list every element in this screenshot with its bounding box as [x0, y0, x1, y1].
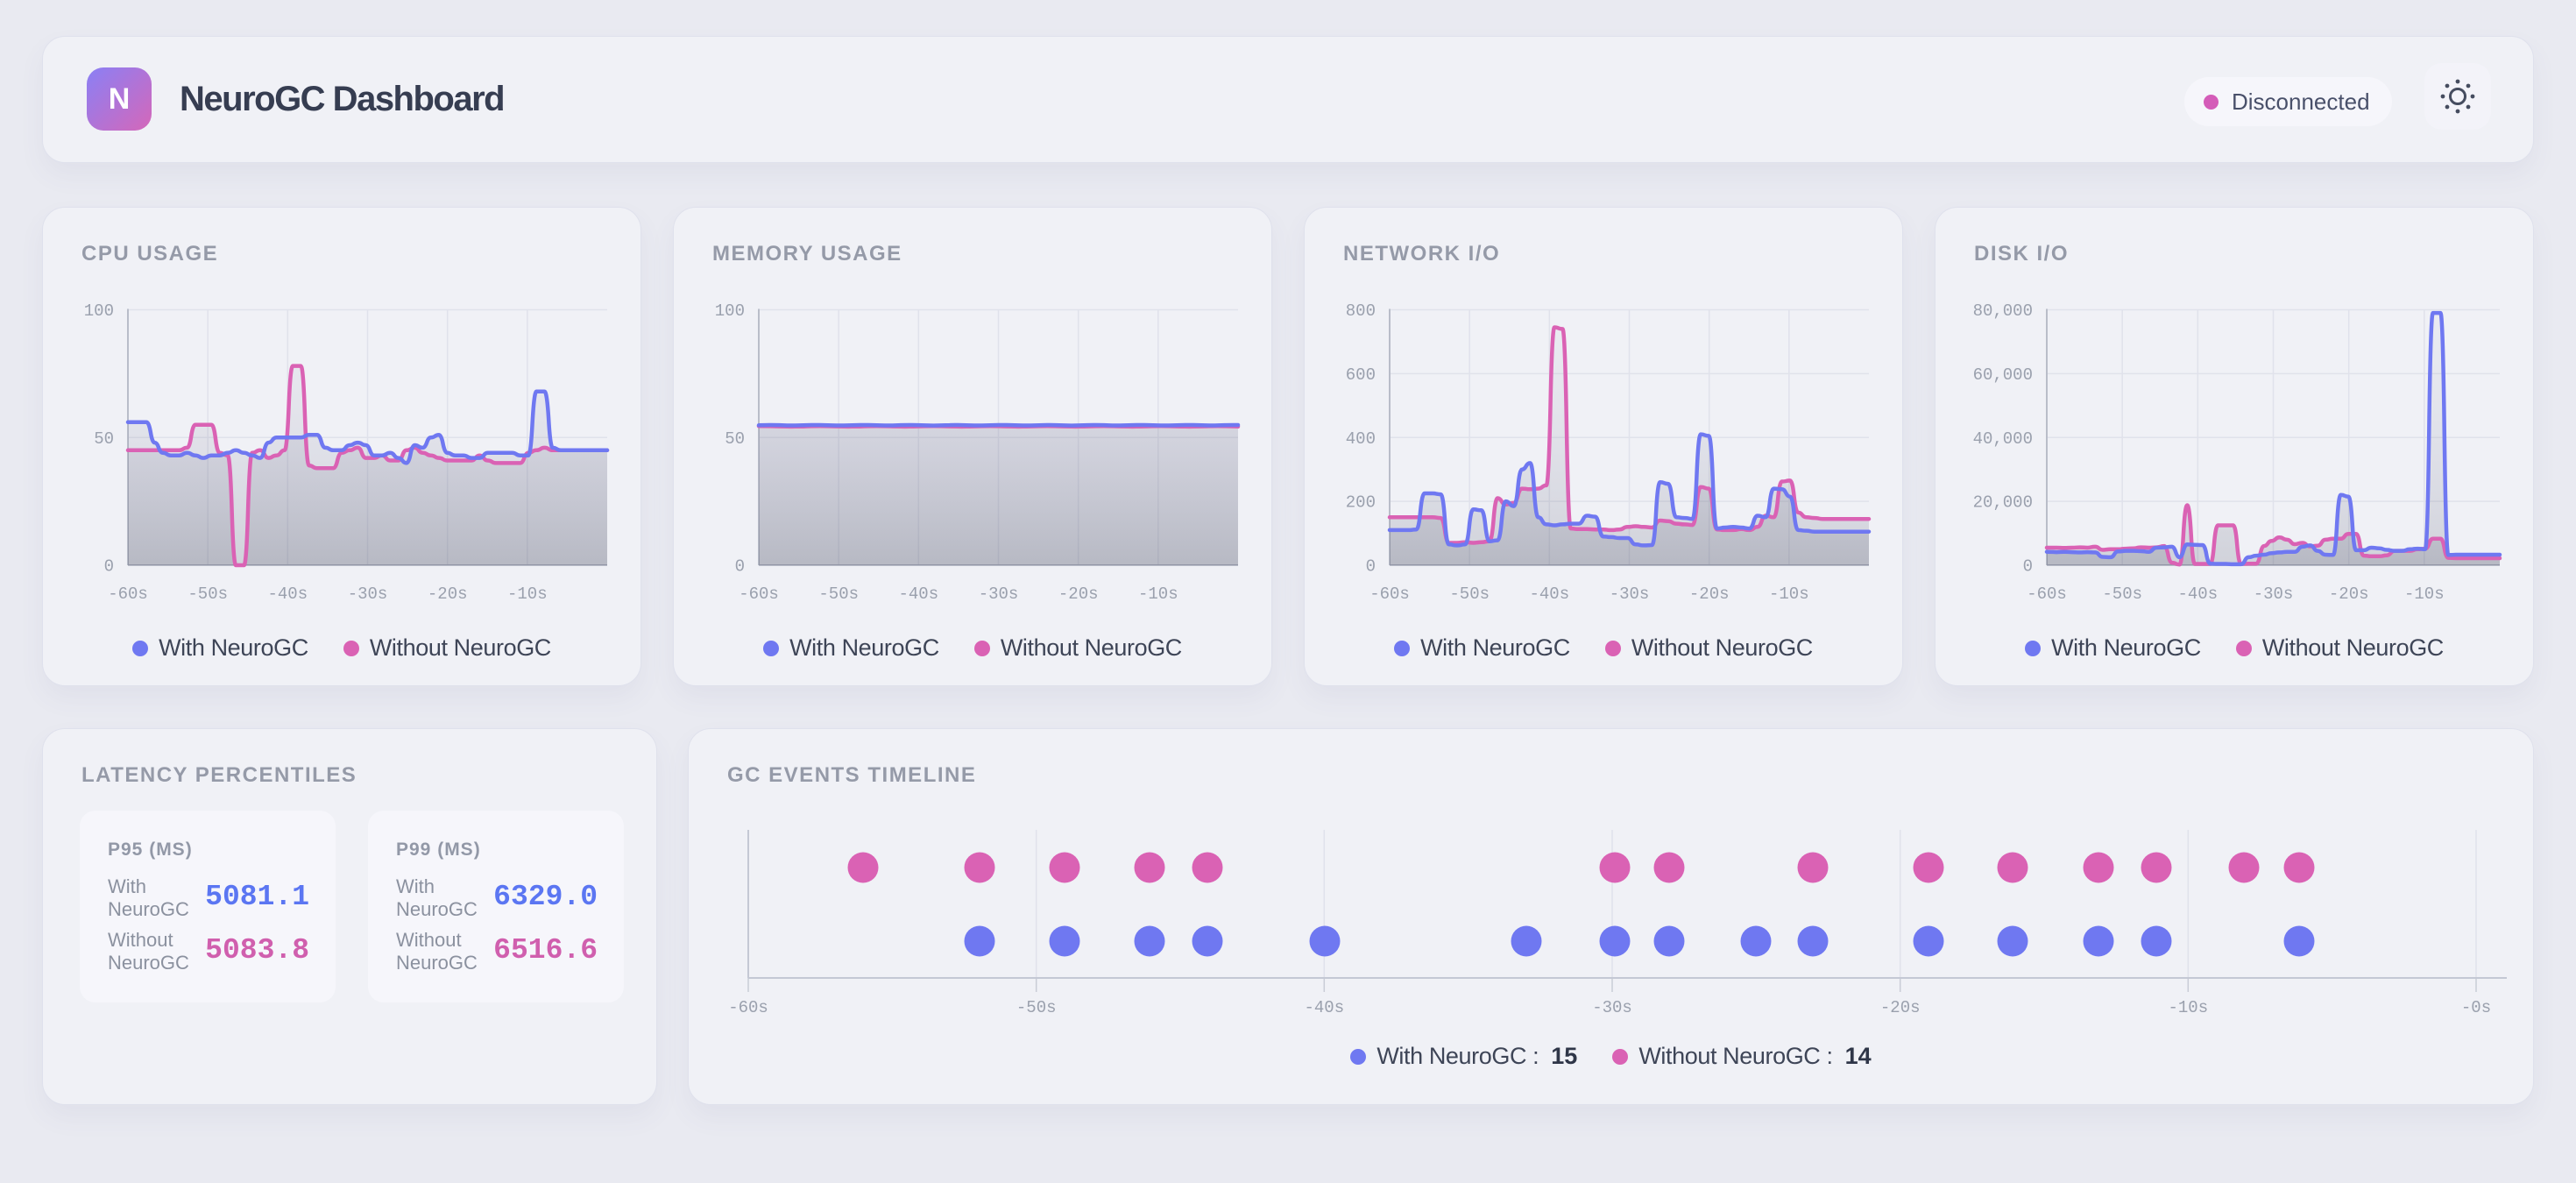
svg-text:-40s: -40s [267, 584, 308, 604]
svg-text:-40s: -40s [2177, 584, 2218, 604]
svg-text:-10s: -10s [1769, 584, 1809, 604]
svg-text:-20s: -20s [1880, 998, 1921, 1017]
svg-text:-50s: -50s [2102, 584, 2142, 604]
svg-text:-50s: -50s [1016, 998, 1057, 1017]
svg-text:40,000: 40,000 [1973, 429, 2033, 449]
svg-text:-20s: -20s [1689, 584, 1730, 604]
svg-text:0: 0 [104, 557, 114, 577]
svg-text:-0s: -0s [2461, 998, 2491, 1017]
svg-text:0: 0 [2023, 557, 2033, 577]
svg-text:0: 0 [1366, 557, 1376, 577]
svg-text:-60s: -60s [2027, 584, 2067, 604]
svg-text:-20s: -20s [428, 584, 468, 604]
svg-text:-30s: -30s [2254, 584, 2294, 604]
svg-text:-60s: -60s [728, 998, 768, 1017]
svg-text:50: 50 [94, 429, 114, 449]
svg-text:0: 0 [735, 557, 745, 577]
svg-text:-30s: -30s [348, 584, 388, 604]
svg-text:100: 100 [84, 301, 114, 321]
svg-text:-60s: -60s [1369, 584, 1410, 604]
svg-text:-50s: -50s [1449, 584, 1490, 604]
svg-text:800: 800 [1346, 301, 1376, 321]
svg-text:-10s: -10s [507, 584, 548, 604]
svg-text:-10s: -10s [2168, 998, 2208, 1017]
svg-text:-20s: -20s [1058, 584, 1099, 604]
svg-text:400: 400 [1346, 429, 1376, 449]
svg-text:100: 100 [715, 301, 745, 321]
svg-text:80,000: 80,000 [1973, 301, 2033, 321]
svg-text:-30s: -30s [1592, 998, 1632, 1017]
svg-text:-30s: -30s [1610, 584, 1650, 604]
svg-text:-40s: -40s [1304, 998, 1344, 1017]
svg-text:-50s: -50s [188, 584, 228, 604]
svg-text:200: 200 [1346, 493, 1376, 513]
svg-text:-40s: -40s [898, 584, 938, 604]
svg-text:20,000: 20,000 [1973, 493, 2033, 513]
svg-text:-10s: -10s [2404, 584, 2445, 604]
svg-text:-10s: -10s [1138, 584, 1178, 604]
svg-text:-50s: -50s [818, 584, 859, 604]
svg-text:-40s: -40s [1529, 584, 1569, 604]
svg-text:60,000: 60,000 [1973, 365, 2033, 385]
svg-text:-20s: -20s [2329, 584, 2369, 604]
svg-text:-60s: -60s [739, 584, 779, 604]
svg-text:-30s: -30s [979, 584, 1019, 604]
svg-text:50: 50 [725, 429, 745, 449]
svg-text:-60s: -60s [108, 584, 148, 604]
svg-text:600: 600 [1346, 365, 1376, 385]
